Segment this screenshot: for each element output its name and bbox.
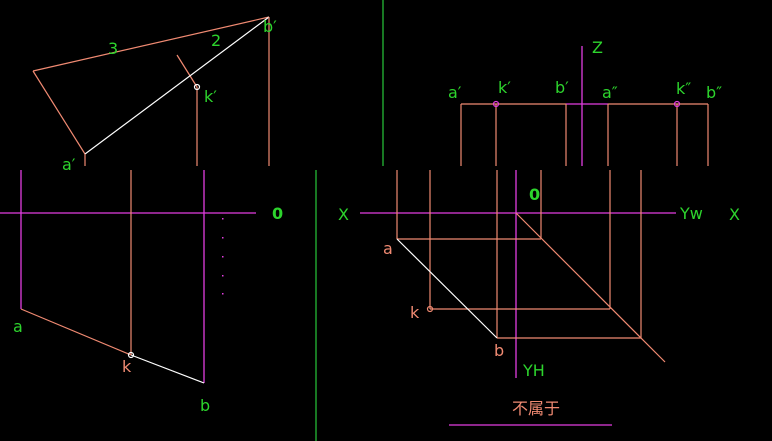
line-ak-plan — [20, 308, 132, 356]
point-k-plan-right — [426, 305, 434, 313]
label-yh: YH — [522, 361, 545, 380]
label-k-prime-right: k′ — [498, 78, 511, 97]
label-x-right: X — [729, 205, 740, 224]
line-ab-front — [84, 16, 270, 155]
label-a-dprime: a″ — [602, 83, 618, 102]
label-k-left: k — [122, 357, 132, 376]
label-origin-right: 0 — [529, 185, 540, 204]
dot — [222, 218, 224, 220]
label-origin-left: 0 — [272, 204, 283, 223]
dotted-guide — [222, 218, 224, 295]
label-x-left: X — [338, 205, 349, 224]
edge-2-k — [176, 54, 198, 88]
label-b-left: b — [200, 396, 210, 415]
dot — [222, 256, 224, 258]
dot — [222, 275, 224, 277]
label-a-left: a — [13, 317, 23, 336]
label-a-right: a — [383, 239, 393, 258]
label-seg2: 2 — [211, 31, 221, 50]
label-a-prime-right: a′ — [448, 83, 462, 102]
plan-line-ab — [396, 238, 498, 339]
label-z: Z — [592, 38, 603, 57]
dot — [222, 237, 224, 239]
point-k-prime — [193, 83, 201, 91]
edge-a-3 — [32, 70, 86, 155]
caption: 不属于 — [449, 399, 612, 426]
caption-text: 不属于 — [512, 399, 560, 418]
left-front-view: 3 2 b′ k′ a′ — [32, 16, 277, 174]
dot — [222, 293, 224, 295]
edge-3-2 — [32, 16, 270, 72]
label-seg3: 3 — [108, 39, 118, 58]
label-k-prime: k′ — [204, 87, 217, 106]
label-k-right: k — [410, 303, 420, 322]
label-b-prime: b′ — [263, 17, 277, 36]
left-top-view: 0 a k b — [0, 170, 283, 415]
label-a-prime: a′ — [62, 155, 76, 174]
label-b-dprime: b″ — [706, 83, 722, 102]
label-b-right: b — [494, 341, 504, 360]
point-k-plan — [127, 351, 135, 359]
line-kb-plan — [130, 354, 205, 384]
construction-45deg — [515, 212, 666, 363]
right-plan-view: X X Yw YH 0 a k b — [338, 170, 740, 380]
point-k-prime-right — [492, 100, 500, 108]
label-b-prime-right: b′ — [555, 78, 569, 97]
right-elevation-views: Z a′ k′ b′ a″ k″ b″ — [448, 38, 722, 166]
point-k-dprime — [673, 100, 681, 108]
label-yw: Yw — [679, 204, 703, 223]
label-k-dprime: k″ — [676, 79, 691, 98]
